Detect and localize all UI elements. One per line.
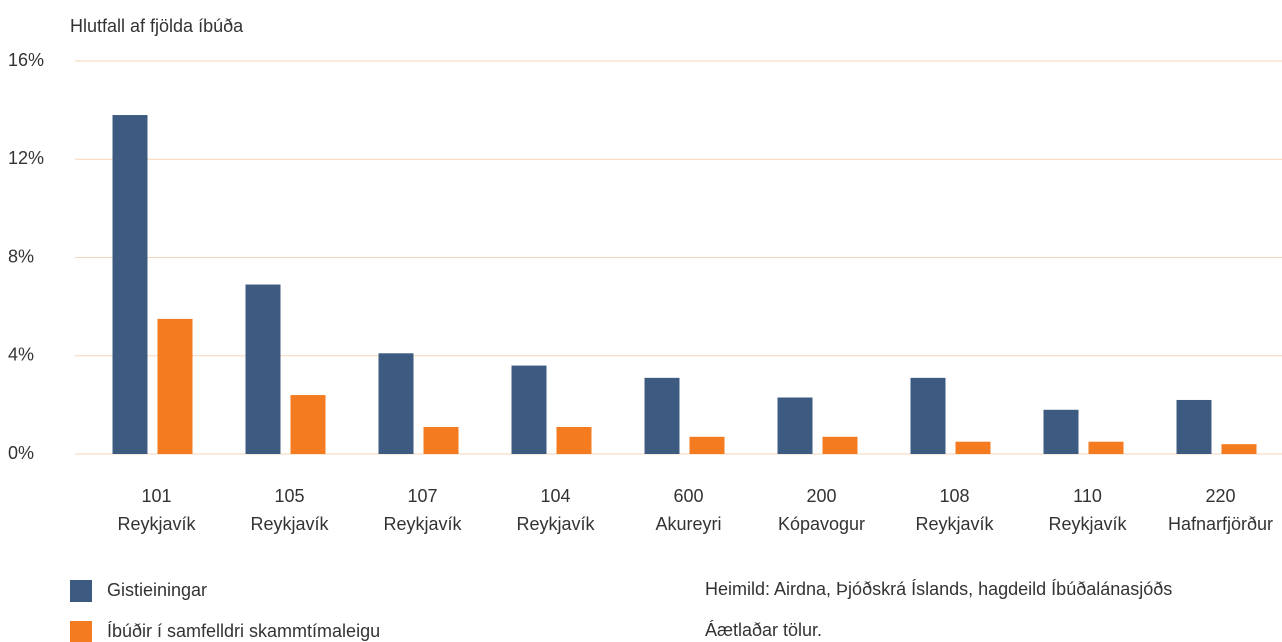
bar <box>423 426 459 454</box>
bar <box>955 441 991 454</box>
x-tick-label: Akureyri <box>655 514 721 534</box>
x-tick-label: Reykjavík <box>383 514 462 534</box>
bar <box>511 365 547 454</box>
x-tick-label: 101 <box>141 486 171 506</box>
y-tick-label: 0% <box>8 443 34 463</box>
x-tick-label: 600 <box>673 486 703 506</box>
note: Áætlaðar tölur. <box>705 620 822 640</box>
bar <box>290 395 326 454</box>
legend-swatch <box>70 580 92 602</box>
legend-label: Gistieiningar <box>107 580 207 600</box>
bar <box>112 115 148 454</box>
y-tick-label: 12% <box>8 148 44 168</box>
x-tick-label: Reykjavík <box>250 514 329 534</box>
bar <box>1088 441 1124 454</box>
y-axis-label: Hlutfall af fjölda íbúða <box>70 16 244 36</box>
y-tick-label: 4% <box>8 345 34 365</box>
y-tick-label: 16% <box>8 50 44 70</box>
legend-swatch <box>70 621 92 642</box>
bar <box>777 397 813 454</box>
source-note: Heimild: Airdna, Þjóðskrá Íslands, hagde… <box>705 579 1172 599</box>
x-tick-label: 105 <box>274 486 304 506</box>
x-tick-label: Hafnarfjörður <box>1168 514 1273 534</box>
x-tick-label: Kópavogur <box>778 514 865 534</box>
bar <box>1176 399 1212 454</box>
x-tick-label: Reykjavík <box>915 514 994 534</box>
y-tick-label: 8% <box>8 246 34 266</box>
x-tick-label: 200 <box>806 486 836 506</box>
bar <box>689 436 725 454</box>
x-tick-label: 220 <box>1205 486 1235 506</box>
bar <box>556 426 592 454</box>
x-tick-label: Reykjavík <box>516 514 595 534</box>
bar <box>822 436 858 454</box>
bar <box>1221 444 1257 454</box>
x-tick-label: Reykjavík <box>1048 514 1127 534</box>
x-tick-label: 104 <box>540 486 570 506</box>
bar <box>157 318 193 454</box>
bar <box>644 377 680 454</box>
x-tick-label: 107 <box>407 486 437 506</box>
legend-label: Íbúðir í samfelldri skammtímaleigu <box>107 621 380 641</box>
x-tick-label: 108 <box>939 486 969 506</box>
bar <box>245 284 281 454</box>
bar <box>910 377 946 454</box>
x-tick-label: 110 <box>1073 486 1102 506</box>
bar <box>378 353 414 454</box>
x-tick-label: Reykjavík <box>117 514 196 534</box>
bar <box>1043 409 1079 454</box>
